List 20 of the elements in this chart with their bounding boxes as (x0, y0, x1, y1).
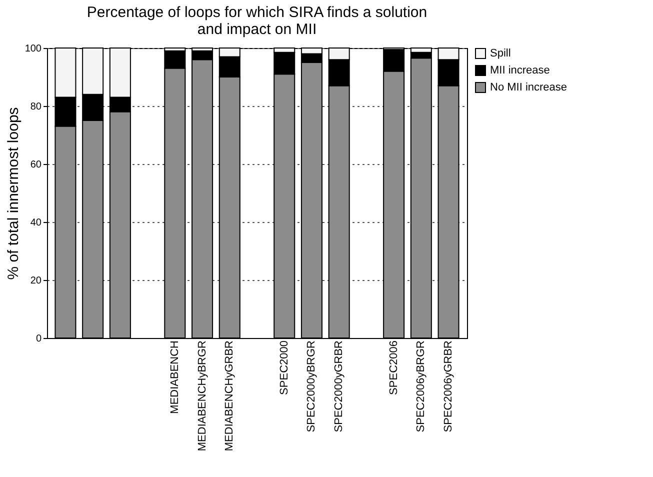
y-tick-label: 20 (30, 276, 42, 286)
x-tick-label: SPEC2006 (388, 340, 400, 395)
chart-title: Percentage of loops for which SIRA finds a solution and impact on MII (86, 4, 428, 38)
y-tick-label: 100 (24, 44, 42, 54)
y-tick-label: 80 (30, 102, 42, 112)
x-tick-label: SPEC2006yBRGR (415, 340, 428, 432)
y-tick-label: 0 (36, 334, 42, 344)
x-tick-label: MEDIABENCH (168, 340, 181, 414)
x-tick-label: SPEC2000yGRBR (333, 340, 346, 432)
y-tick-label: 60 (30, 160, 42, 170)
legend-label: Spill (490, 48, 511, 60)
x-tick-label: MEDIABENCHyGRBR (224, 340, 236, 452)
x-tick-label: SPEC2000 (278, 340, 290, 395)
legend-label: No MII increase (490, 82, 568, 94)
legend-label: MII increase (490, 64, 550, 76)
x-tick-label: MEDIABENCHyBRGR (196, 340, 208, 452)
y-tick-label: 40 (30, 218, 42, 228)
x-tick-label: SPEC2006yGRBR (442, 340, 455, 432)
y-axis-title: % of total innermost loops (4, 107, 22, 280)
x-tick-label: SPEC2000yBRGR (306, 340, 318, 432)
